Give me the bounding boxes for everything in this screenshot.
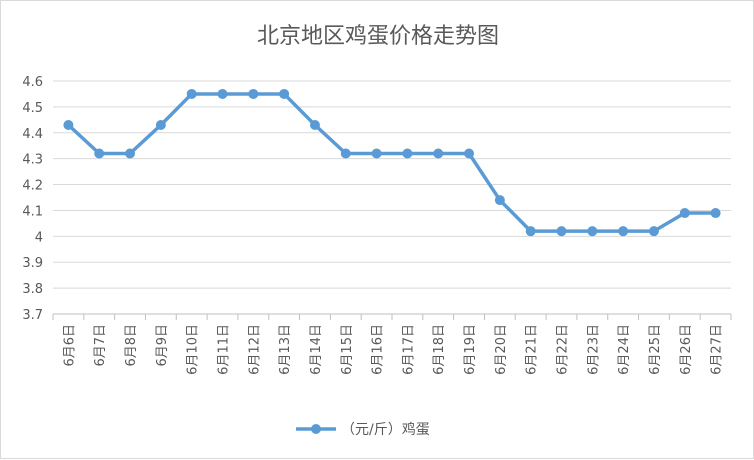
x-axis: 6月6日 6月7日 6月8日 6月9日 6月10日 6月11日 6月12日 6月13日 6月14…: [52, 313, 732, 375]
x-tick-label: 6月11日: [217, 324, 232, 375]
x-tick-label: 6月24日: [617, 324, 632, 375]
x-tick-label: 6月21日: [525, 324, 540, 375]
y-tick-label: 3.7: [22, 308, 43, 323]
y-tick-label: 4.3: [22, 153, 43, 168]
data-point: [155, 120, 166, 131]
y-tick-label: 4.4: [22, 127, 43, 142]
data-point: [618, 226, 629, 237]
y-axis: 3.7 3.8 3.9 4 4.1 4.2 4.3 4.4 4.5 4.6: [22, 75, 43, 323]
data-point: [63, 120, 74, 131]
data-point: [525, 226, 536, 237]
data-point: [402, 148, 413, 159]
x-tick-label: 6月15日: [340, 324, 355, 375]
data-point: [464, 148, 475, 159]
x-tick-label: 6月26日: [679, 324, 694, 375]
x-tick-label: 6月13日: [278, 324, 293, 375]
legend-marker: [311, 424, 321, 434]
x-tick-label: 6月27日: [710, 324, 725, 375]
data-point: [125, 148, 136, 159]
x-tick-label: 6月12日: [247, 324, 262, 375]
y-tick-label: 4.6: [22, 75, 43, 90]
data-point: [279, 88, 290, 99]
y-tick-label: 3.9: [22, 256, 43, 271]
x-tick-label: 6月17日: [401, 324, 416, 375]
gridlines: [53, 80, 731, 289]
x-tick-label: 6月18日: [432, 324, 447, 375]
y-tick-label: 4.2: [22, 179, 43, 194]
x-tick-label: 6月10日: [186, 324, 201, 375]
data-point: [556, 226, 567, 237]
x-tick-label: 6月22日: [556, 324, 571, 375]
y-tick-label: 3.8: [22, 282, 43, 297]
x-tick-label: 6月14日: [309, 324, 324, 375]
x-tick-label: 6月6日: [62, 324, 77, 367]
x-tick-label: 6月7日: [93, 324, 108, 367]
data-point: [710, 208, 721, 219]
data-point: [371, 148, 382, 159]
data-point: [186, 88, 197, 99]
data-point: [648, 226, 659, 237]
data-point: [679, 208, 690, 219]
legend: （元/斤）鸡蛋: [296, 421, 430, 438]
series-line: [67, 92, 716, 233]
x-tick-label: 6月19日: [463, 324, 478, 375]
data-point: [340, 148, 351, 159]
data-point: [433, 148, 444, 159]
chart-title: 北京地区鸡蛋价格走势图: [257, 24, 499, 49]
x-tick-label: 6月8日: [124, 324, 139, 367]
data-point: [248, 88, 259, 99]
data-point: [494, 195, 505, 206]
series-line-group: [63, 88, 721, 237]
y-tick-label: 4.1: [22, 204, 43, 219]
data-point: [587, 226, 598, 237]
x-tick-label: 6月25日: [648, 324, 663, 375]
y-tick-label: 4.5: [22, 101, 43, 116]
data-point: [309, 120, 320, 131]
x-tick-label: 6月23日: [586, 324, 601, 375]
data-point: [217, 88, 228, 99]
y-tick-label: 4: [35, 230, 43, 245]
x-tick-label: 6月16日: [371, 324, 386, 375]
x-tick-label: 6月20日: [494, 324, 509, 375]
x-tick-label: 6月9日: [155, 324, 170, 367]
data-point: [94, 148, 105, 159]
legend-label: （元/斤）鸡蛋: [341, 421, 430, 438]
